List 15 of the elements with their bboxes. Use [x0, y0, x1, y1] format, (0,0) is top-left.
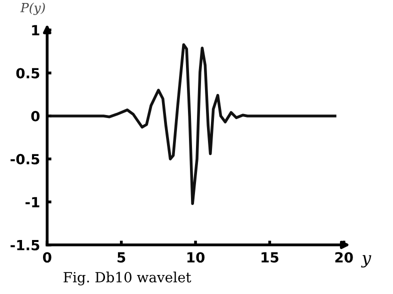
text: Fig. Db10 wavelet: [64, 272, 192, 286]
y-tick-label: 0.5: [16, 68, 40, 78]
y-tick-label: 0: [31, 110, 40, 122]
x-tick-label: 0: [42, 252, 52, 263]
x-tick-label: 10: [187, 252, 205, 263]
x-axis-title: y: [361, 255, 372, 268]
x-tick-label: 15: [262, 252, 278, 263]
x-tick-label: 20: [335, 252, 353, 263]
y-tick-label: -1.5: [10, 240, 40, 250]
line-series: [50, 43, 336, 206]
y-tick-label: -1: [26, 197, 40, 208]
y-axis-title: P(y): [20, 2, 45, 15]
x-tick-label: 5: [118, 252, 126, 263]
y-tick-label: -0.5: [10, 154, 40, 164]
y-tick-label: 1: [32, 25, 40, 36]
